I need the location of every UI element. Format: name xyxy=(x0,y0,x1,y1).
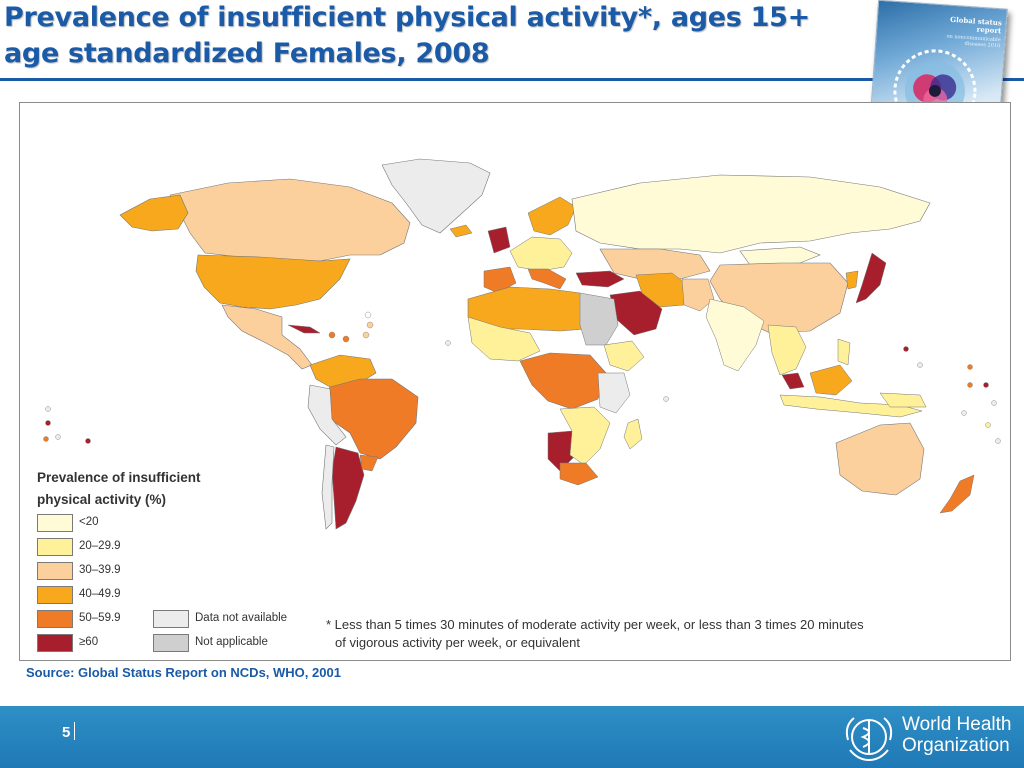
region-caribbean-island xyxy=(362,331,370,339)
footnote-line-2: of vigorous activity per week, or equiva… xyxy=(335,635,580,650)
region-pacific-island xyxy=(43,436,49,442)
region-caribbean-island xyxy=(366,321,374,329)
region-pacific-island xyxy=(967,364,973,370)
legend-swatch xyxy=(153,634,189,652)
region-uruguay xyxy=(359,454,379,472)
title-line-1: Prevalence of insufficient physical acti… xyxy=(4,2,810,33)
footer-bar: 5 World Health Organization xyxy=(0,706,1024,768)
region-pacific-island xyxy=(45,420,51,426)
who-wordmark-line-2: Organization xyxy=(902,735,1010,756)
world-choropleth-map xyxy=(20,103,1010,660)
region-greenland xyxy=(381,158,491,234)
legend-label: Data not available xyxy=(195,612,288,624)
region-pacific-island xyxy=(917,362,923,368)
region-usa xyxy=(195,254,351,310)
who-emblem-icon xyxy=(845,717,893,762)
legend-label: 40–49.9 xyxy=(79,588,121,600)
region-scandinavia xyxy=(527,196,577,236)
region-australia xyxy=(835,422,925,496)
region-philippines xyxy=(837,338,851,366)
legend-swatch xyxy=(37,634,73,652)
region-madagascar xyxy=(623,418,643,450)
legend-swatch xyxy=(37,610,73,628)
region-korea xyxy=(845,270,859,290)
page-separator xyxy=(74,722,75,740)
legend-label: <20 xyxy=(79,516,99,528)
region-new-zealand xyxy=(939,474,975,514)
title-underline xyxy=(0,78,1024,81)
region-indian-ocean-island xyxy=(663,396,669,402)
legend-swatch xyxy=(37,514,73,532)
region-peru-bolivia xyxy=(307,384,347,446)
region-pacific-island xyxy=(45,406,51,412)
legend-label: ≥60 xyxy=(79,636,99,648)
region-ethiopia-east xyxy=(603,340,645,372)
map-frame: Prevalence of insufficient physical acti… xyxy=(19,102,1011,661)
legend-title: Prevalence of insufficient physical acti… xyxy=(37,467,237,511)
region-pacific-island xyxy=(985,422,991,428)
who-wordmark-line-1: World Health xyxy=(902,714,1012,735)
legend-title-line-1: Prevalence of insufficient xyxy=(37,470,201,485)
legend-label: 30–39.9 xyxy=(79,564,121,576)
title-line-2: age standardized Females, 2008 xyxy=(4,38,490,69)
region-west-africa xyxy=(467,316,541,362)
region-central-africa xyxy=(519,352,607,410)
region-cuba xyxy=(287,324,321,334)
legend-swatch xyxy=(37,586,73,604)
region-pacific-island xyxy=(983,382,989,388)
region-caribbean-island xyxy=(328,331,336,339)
region-pacific-island xyxy=(85,438,91,444)
footnote-line-1: * Less than 5 times 30 minutes of modera… xyxy=(326,617,864,632)
region-alaska xyxy=(119,194,189,232)
region-pacific-island xyxy=(991,400,997,406)
region-indonesia xyxy=(779,394,923,418)
region-india xyxy=(705,298,765,372)
region-borneo xyxy=(809,364,853,396)
region-central-asia xyxy=(599,248,711,280)
legend-label: Not applicable xyxy=(195,636,268,648)
legend-label: 20–29.9 xyxy=(79,540,121,552)
region-central-europe xyxy=(509,236,573,272)
legend-swatch xyxy=(37,538,73,556)
source-citation: Source: Global Status Report on NCDs, WH… xyxy=(26,665,341,680)
legend-swatch xyxy=(37,562,73,580)
region-pakistan-afg xyxy=(681,278,715,312)
page-number: 5 xyxy=(62,724,71,741)
region-argentina xyxy=(331,446,365,530)
legend-label: 50–59.9 xyxy=(79,612,121,624)
legend-swatch xyxy=(153,610,189,628)
region-caribbean-island xyxy=(342,335,350,343)
slide-title: Prevalence of insufficient physical acti… xyxy=(4,0,884,72)
region-pacific-island xyxy=(967,382,973,388)
region-atlantic-island xyxy=(445,340,451,346)
region-malaysia xyxy=(781,372,805,390)
region-caribbean-island xyxy=(364,311,372,319)
region-east-africa xyxy=(597,372,631,414)
footnote: * Less than 5 times 30 minutes of modera… xyxy=(326,616,966,652)
region-mongolia xyxy=(739,246,821,266)
region-iceland xyxy=(449,224,473,238)
region-uk-ireland xyxy=(487,226,511,254)
region-chile xyxy=(321,444,335,530)
region-southeast-asia xyxy=(767,324,807,376)
who-wordmark: World Health Organization xyxy=(902,714,1022,756)
region-pacific-island xyxy=(961,410,967,416)
region-mexico xyxy=(221,304,313,370)
region-pacific-island xyxy=(903,346,909,352)
region-pacific-island xyxy=(995,438,1001,444)
region-turkey xyxy=(575,270,625,288)
region-south-africa xyxy=(559,462,599,486)
region-canada xyxy=(169,178,411,262)
region-pacific-island xyxy=(55,434,61,440)
report-cover-title: Global status report xyxy=(949,14,1003,36)
region-papua xyxy=(879,392,927,408)
region-russia xyxy=(571,174,931,254)
region-italy-balkans xyxy=(527,268,567,290)
region-japan xyxy=(855,252,887,304)
region-southern-africa xyxy=(559,406,611,466)
legend-title-line-2: physical activity (%) xyxy=(37,492,167,507)
